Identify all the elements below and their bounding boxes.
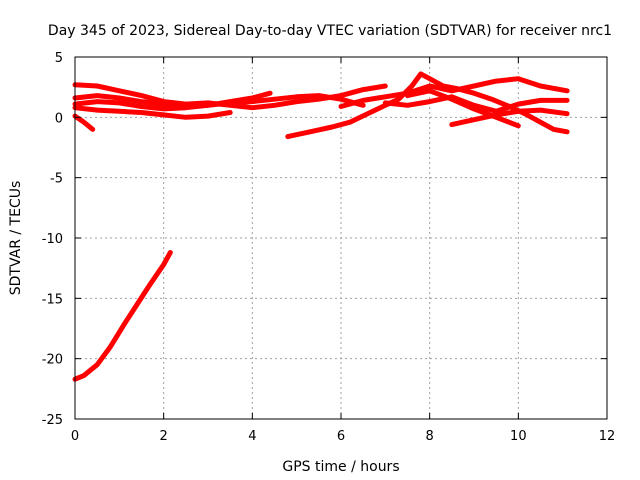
series-line-s11 bbox=[405, 88, 521, 129]
series-line-s6 bbox=[72, 113, 96, 132]
x-tick-label: 4 bbox=[248, 429, 256, 444]
y-axis-label: SDTVAR / TECUs bbox=[8, 181, 24, 296]
y-tick-label: 5 bbox=[55, 51, 63, 66]
y-tick-label: -15 bbox=[42, 292, 63, 307]
y-tick-label: 0 bbox=[55, 111, 63, 126]
chart-series-group bbox=[72, 71, 570, 382]
series-line-s4 bbox=[72, 93, 366, 112]
series-line-s7 bbox=[285, 71, 570, 140]
x-axis-label: GPS time / hours bbox=[282, 459, 399, 475]
y-tick-label: -20 bbox=[42, 353, 63, 368]
y-tick-label: -5 bbox=[50, 172, 63, 187]
series-line-s8 bbox=[338, 76, 570, 109]
y-tick-label: -25 bbox=[42, 413, 63, 428]
series-line-s1 bbox=[72, 250, 173, 382]
x-tick-label: 10 bbox=[510, 429, 527, 444]
series-line-s5 bbox=[72, 105, 233, 120]
x-tick-label: 0 bbox=[71, 429, 79, 444]
y-tick-label: -10 bbox=[42, 232, 63, 247]
series-line-s9 bbox=[382, 94, 570, 114]
x-tick-label: 6 bbox=[337, 429, 345, 444]
series-line-s10 bbox=[449, 107, 570, 128]
chart-title: Day 345 of 2023, Sidereal Day-to-day VTE… bbox=[48, 23, 612, 39]
chart-ticks: 0 2 4 6 8 10 12 5 0 -5 -10 -15 -20 -25 bbox=[42, 51, 616, 444]
x-tick-label: 12 bbox=[599, 429, 616, 444]
x-tick-label: 8 bbox=[426, 429, 434, 444]
x-tick-label: 2 bbox=[160, 429, 168, 444]
chart-grid bbox=[75, 57, 607, 419]
